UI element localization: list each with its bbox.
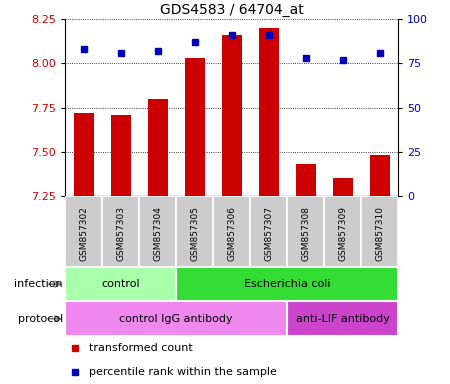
Bar: [184, 58, 205, 196]
Text: anti-LIF antibody: anti-LIF antibody: [296, 314, 390, 324]
Text: protocol: protocol: [18, 314, 63, 324]
Text: Escherichia coli: Escherichia coli: [244, 279, 330, 289]
Text: GSM857309: GSM857309: [338, 207, 347, 262]
Bar: [139, 196, 176, 267]
Text: control: control: [101, 279, 140, 289]
Text: control IgG antibody: control IgG antibody: [119, 314, 233, 324]
Text: GSM857307: GSM857307: [264, 207, 273, 262]
Bar: [65, 301, 287, 336]
Bar: [74, 113, 94, 196]
Text: GSM857304: GSM857304: [153, 207, 162, 262]
Bar: [333, 178, 353, 196]
Text: GSM857305: GSM857305: [190, 207, 199, 262]
Bar: [324, 196, 361, 267]
Bar: [102, 196, 139, 267]
Bar: [369, 155, 390, 196]
Text: GSM857308: GSM857308: [301, 207, 310, 262]
Bar: [259, 28, 279, 196]
Bar: [111, 114, 131, 196]
Bar: [287, 301, 398, 336]
Text: GSM857310: GSM857310: [375, 207, 384, 262]
Text: GSM857302: GSM857302: [79, 207, 88, 262]
Bar: [148, 99, 168, 196]
Bar: [221, 35, 242, 196]
Text: GSM857303: GSM857303: [116, 207, 125, 262]
Text: GSM857306: GSM857306: [227, 207, 236, 262]
Bar: [361, 196, 398, 267]
Text: infection: infection: [14, 279, 63, 289]
Text: percentile rank within the sample: percentile rank within the sample: [89, 367, 276, 377]
Bar: [250, 196, 287, 267]
Text: transformed count: transformed count: [89, 343, 192, 353]
Bar: [176, 196, 213, 267]
Bar: [65, 267, 176, 301]
Bar: [176, 267, 398, 301]
Bar: [287, 196, 324, 267]
Bar: [296, 164, 316, 196]
Bar: [65, 196, 102, 267]
Bar: [213, 196, 250, 267]
Title: GDS4583 / 64704_at: GDS4583 / 64704_at: [160, 3, 304, 17]
